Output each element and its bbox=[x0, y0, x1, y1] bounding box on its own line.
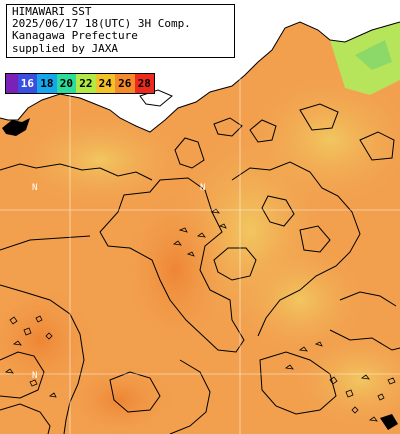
title-line-region: Kanagawa Prefecture bbox=[12, 29, 138, 43]
color-legend: 16 18 20 22 24 26 28 bbox=[5, 73, 155, 94]
sea-warm-zone bbox=[120, 185, 230, 355]
sea-warm-zone bbox=[0, 280, 100, 400]
legend-swatch: 28 bbox=[134, 74, 154, 93]
sea-mild-zone bbox=[10, 110, 190, 210]
title-line-product: HIMAWARI SST bbox=[12, 5, 92, 18]
legend-swatch: 24 bbox=[95, 74, 116, 93]
island bbox=[380, 414, 398, 430]
legend-swatch: 16 bbox=[17, 74, 38, 93]
sea-mild-zone bbox=[240, 70, 400, 210]
legend-swatch: 26 bbox=[115, 74, 135, 93]
legend-swatch: 22 bbox=[76, 74, 96, 93]
title-line-source: supplied by JAXA bbox=[12, 41, 118, 55]
coastline bbox=[0, 21, 400, 133]
island bbox=[2, 118, 30, 136]
legend-swatch: 18 bbox=[37, 74, 57, 93]
legend-swatch bbox=[6, 74, 18, 93]
contour-lines bbox=[0, 89, 400, 434]
grid-marker: N bbox=[32, 183, 37, 193]
sea-cool-band bbox=[355, 40, 392, 70]
sea-mild-zone bbox=[290, 330, 400, 430]
grid-marker: N bbox=[200, 183, 205, 193]
title-box: HIMAWARI SST 2025/06/17 18(UTC) 3H Comp.… bbox=[6, 4, 235, 58]
sea-mild-zone bbox=[230, 240, 370, 360]
contour-speckle bbox=[4, 208, 396, 422]
grid-marker: N bbox=[32, 371, 37, 381]
legend-swatch: 20 bbox=[56, 74, 77, 93]
title-line-date: 2025/06/17 18(UTC) 3H Comp. bbox=[12, 17, 191, 31]
